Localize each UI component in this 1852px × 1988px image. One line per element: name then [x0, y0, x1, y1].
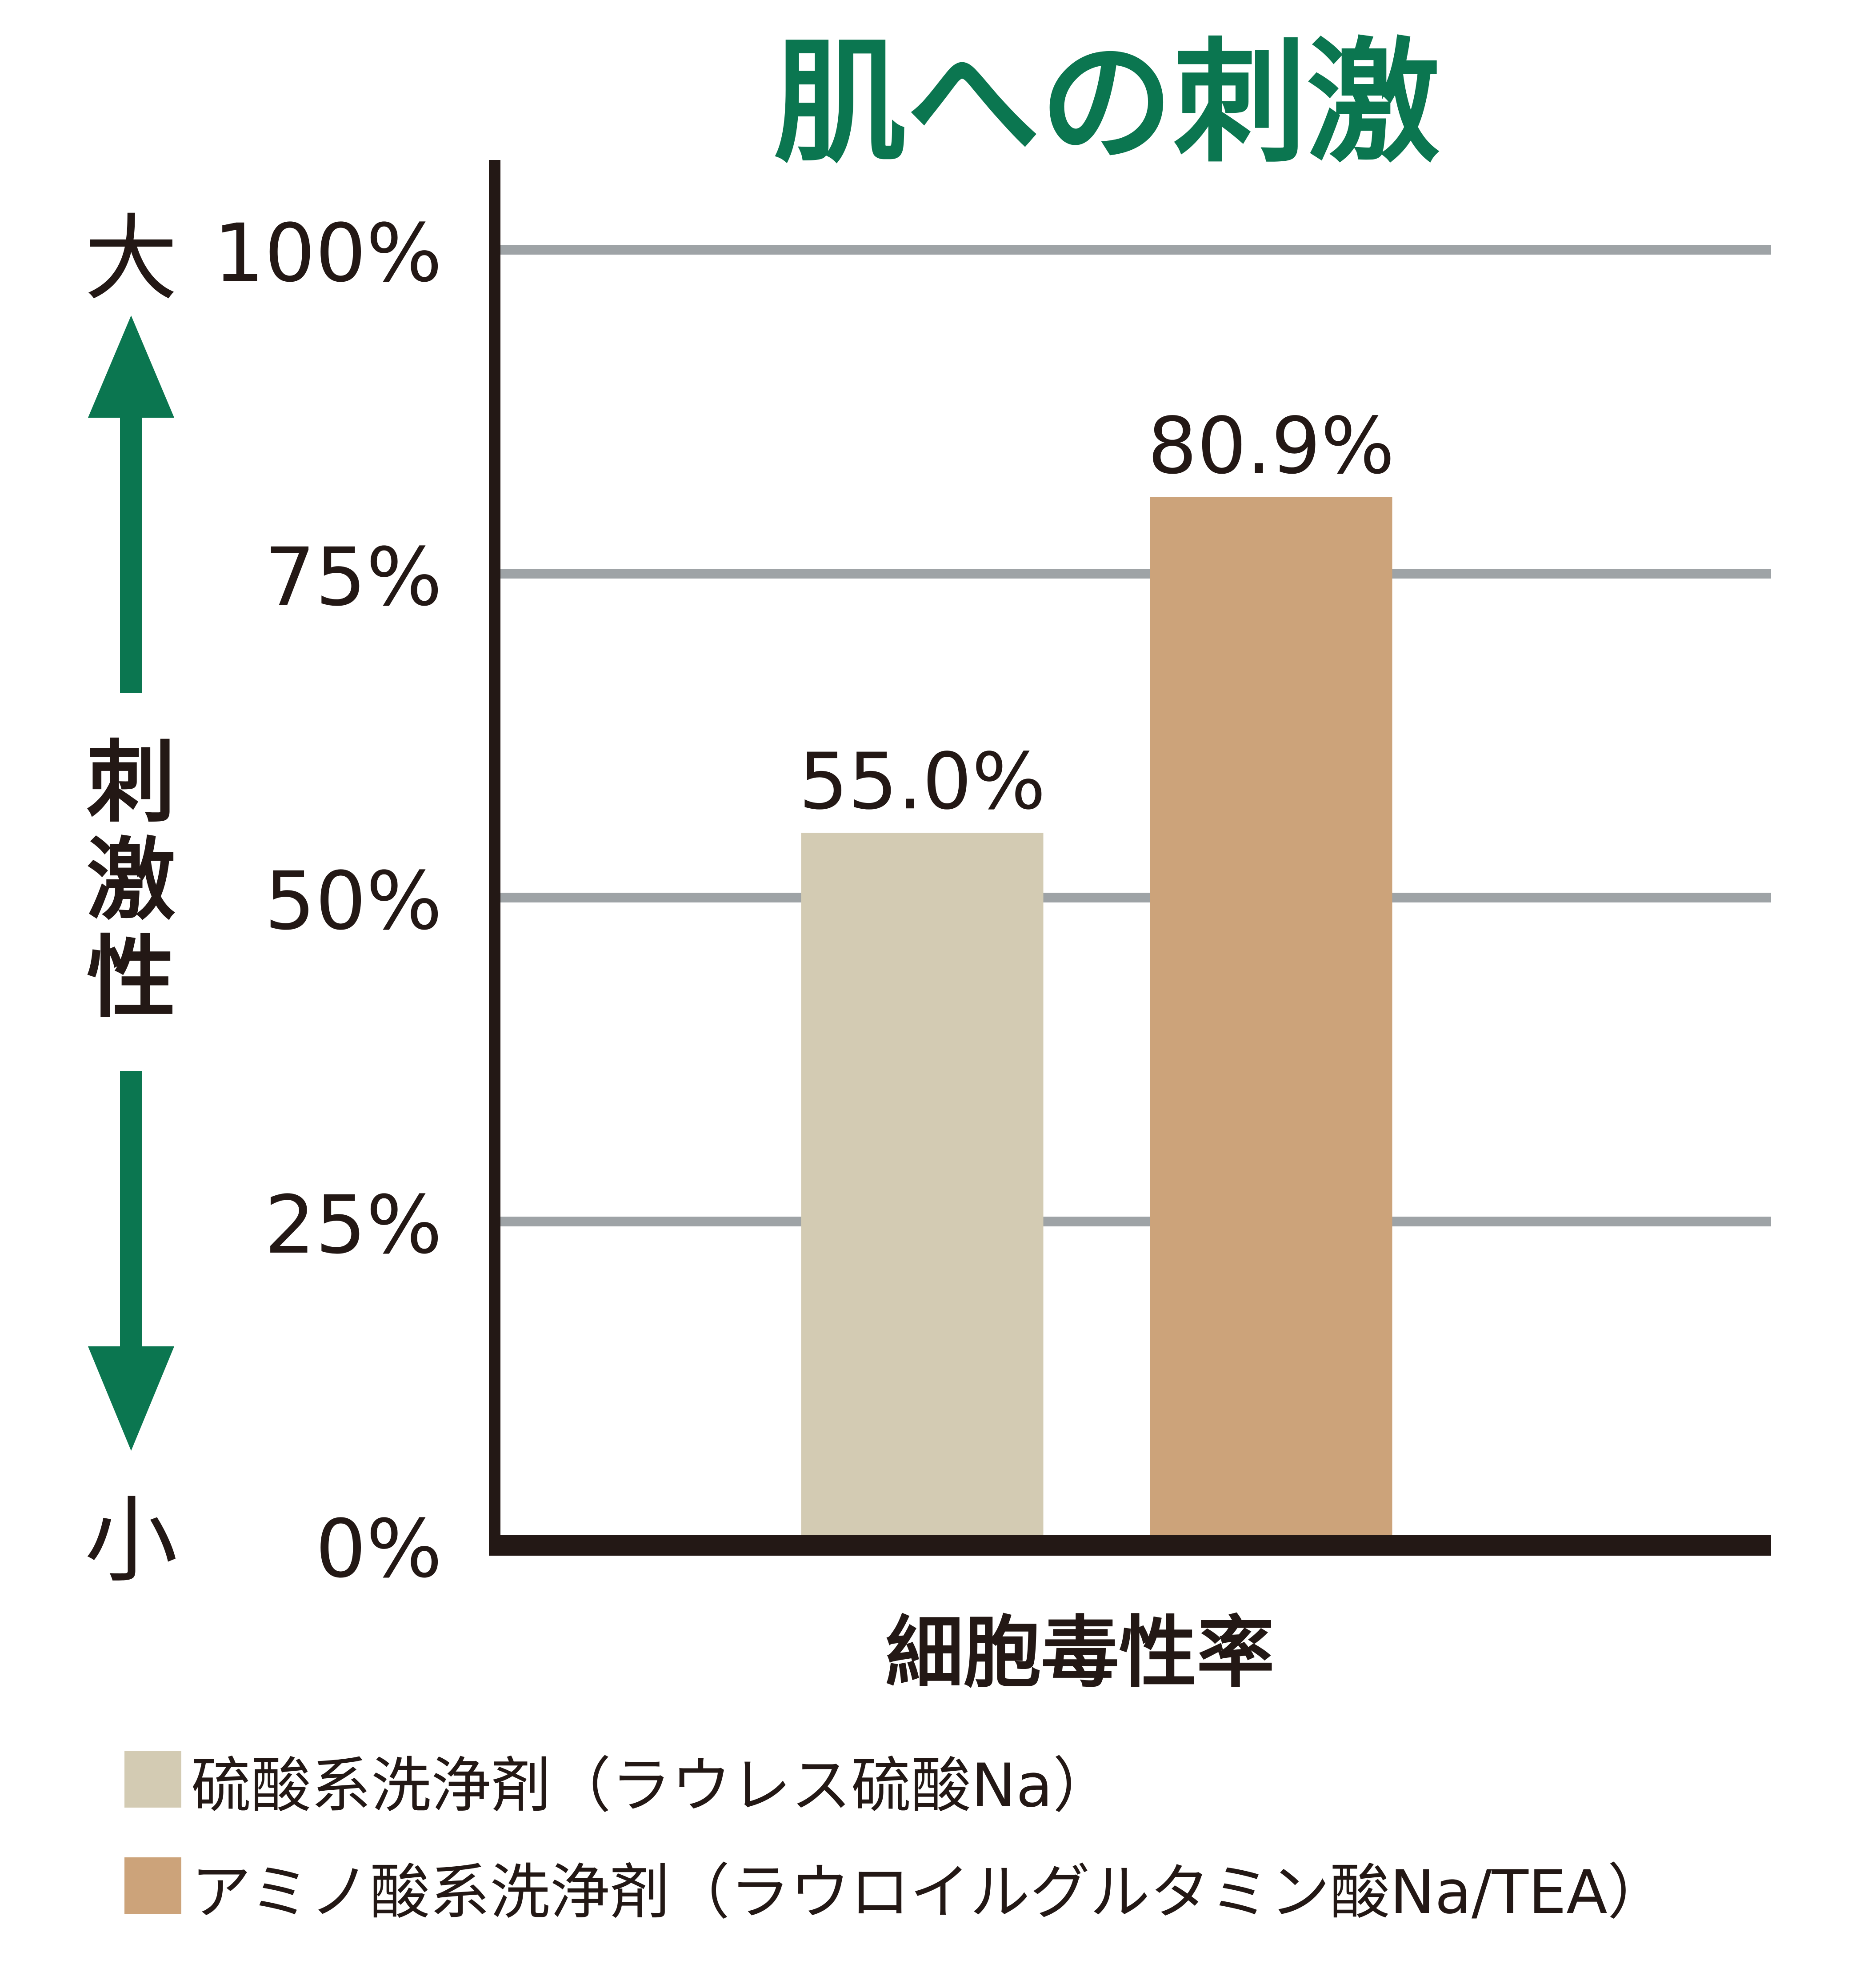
bar: [1150, 497, 1392, 1545]
arrow-down-shaft: [120, 1071, 142, 1355]
y-tick-label: 0%: [315, 1503, 442, 1596]
x-axis-label: 細胞毒性率: [886, 1608, 1275, 1698]
ylabel-vertical: 刺激性: [87, 731, 176, 1030]
ylabel-bottom-text: 小: [84, 1486, 178, 1595]
y-tick-label: 50%: [264, 855, 442, 948]
legend-swatch: [124, 1751, 181, 1808]
legend-label: アミノ酸系洗浄剤（ラウロイルグルタミン酸Na/TEA）: [191, 1857, 1668, 1927]
ylabel-char: 激: [87, 829, 176, 932]
arrow-down-icon: [88, 1346, 174, 1451]
ylabel-char: 刺: [87, 731, 176, 834]
y-tick-label: 25%: [264, 1179, 442, 1272]
bar-value-label: 80.9%: [1148, 401, 1395, 491]
ylabel-top-text: 大: [84, 204, 178, 313]
bar-value-label: 55.0%: [799, 737, 1046, 827]
bars: 55.0% 80.9%: [799, 401, 1395, 1545]
ylabel-char: 性: [87, 926, 176, 1030]
arrow-up-shaft: [120, 413, 142, 693]
axes: [489, 160, 1771, 1556]
bar: [801, 833, 1044, 1545]
legend: 硫酸系洗浄剤（ラウレス硫酸Na） アミノ酸系洗浄剤（ラウロイルグルタミン酸Na/T…: [124, 1751, 1668, 1927]
gridlines: [495, 245, 1771, 1226]
arrow-up-icon: [88, 315, 174, 418]
y-tick-label: 100%: [213, 207, 442, 300]
legend-label: 硫酸系洗浄剤（ラウレス硫酸Na）: [191, 1751, 1113, 1820]
legend-swatch: [124, 1857, 181, 1914]
y-tick-label: 75%: [264, 531, 442, 624]
y-tick-labels: 0% 25% 50% 75% 100%: [213, 207, 442, 1596]
y-axis-annotation: 大 刺激性 小: [84, 204, 178, 1595]
chart-title: 肌への刺激: [773, 25, 1440, 180]
